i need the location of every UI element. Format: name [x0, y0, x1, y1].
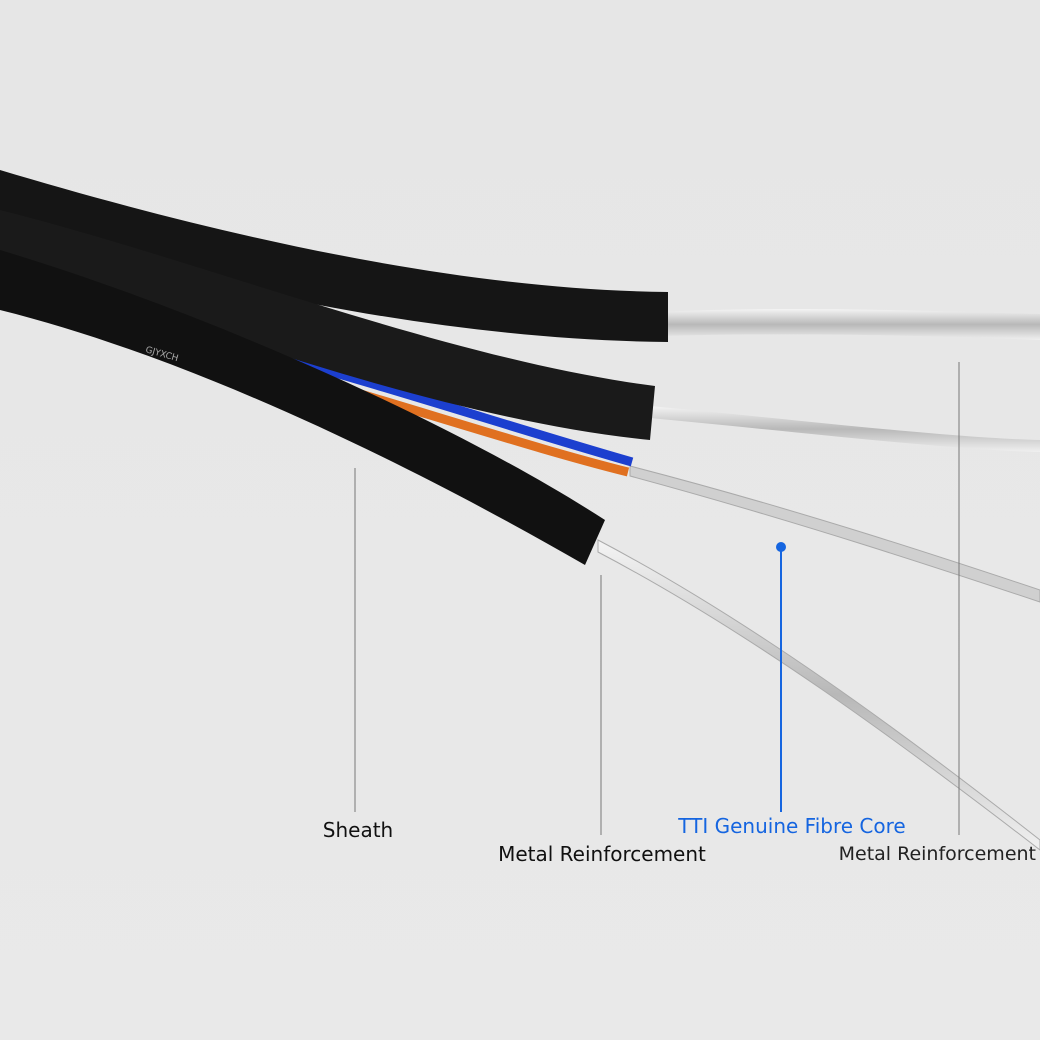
label: TTI Genuine Fibre Core: [677, 814, 905, 838]
sheath: [0, 250, 605, 565]
label: Metal Reinforcement: [498, 842, 706, 866]
metal-wire: [660, 308, 1040, 340]
metal-wire: [650, 406, 1040, 452]
leader-dot: [776, 542, 786, 552]
label: Sheath: [323, 818, 393, 842]
sheath: [0, 170, 668, 342]
label: Metal Reinforcement: [839, 843, 1036, 865]
metal-wire: [597, 539, 1040, 851]
fibre-core: [629, 465, 1040, 603]
sheath: [0, 210, 655, 440]
